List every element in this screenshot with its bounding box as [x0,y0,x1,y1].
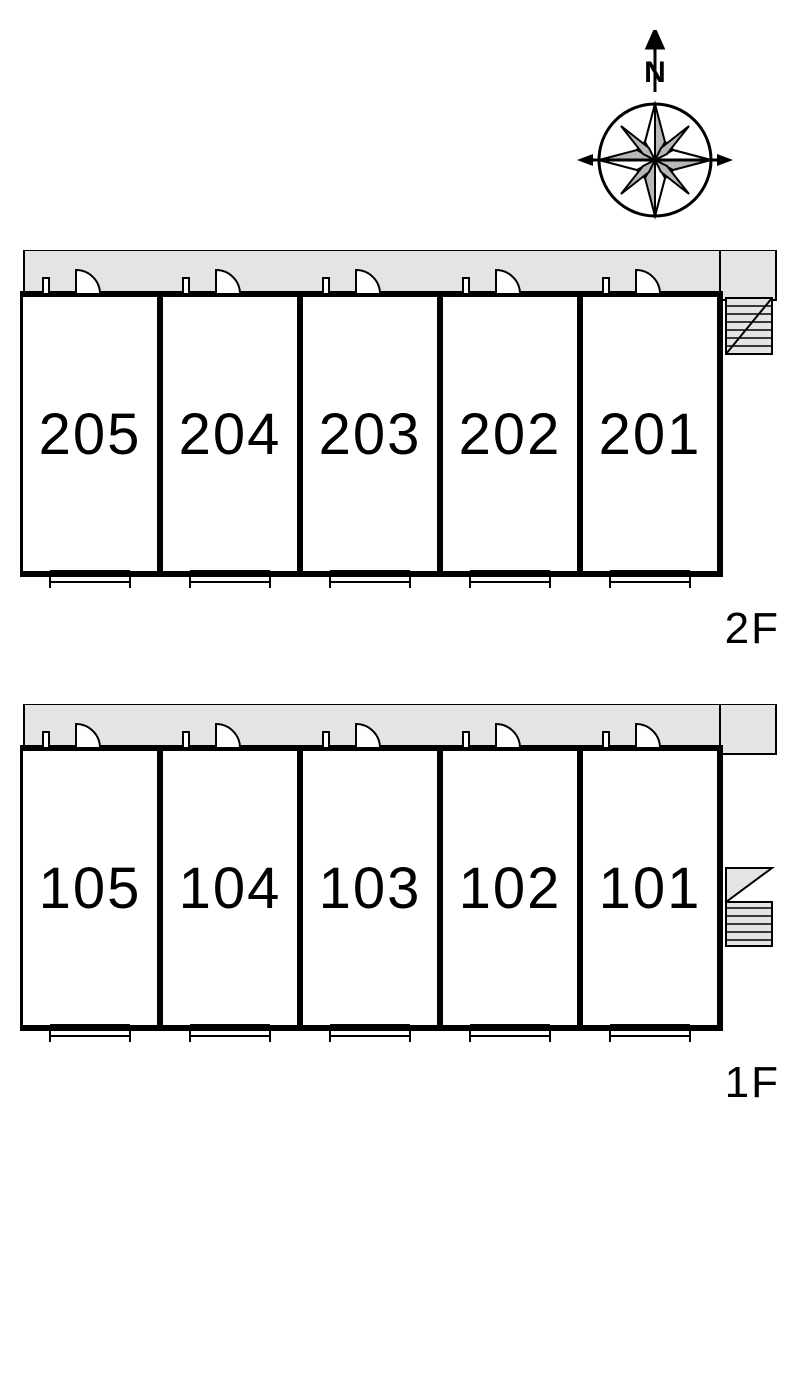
unit-number: 203 [319,402,422,467]
staircase-icon [726,298,772,354]
staircase-icon [726,868,772,946]
unit: 205 [20,270,160,588]
unit: 103 [300,724,440,1042]
unit: 105 [20,724,160,1042]
unit-number: 101 [599,856,702,921]
compass-label: N [644,56,666,89]
unit: 104 [160,724,300,1042]
unit-number: 202 [459,402,562,467]
unit-number: 201 [599,402,702,467]
floor-label: 1F [725,1058,780,1108]
floor-block: 1051041031021011F [20,704,780,1048]
floors-container: 205 204 203 202 201 2F 105 104 103 102 101 1F [20,250,780,1158]
page: N [20,30,780,1158]
floor-block: 2052042032022012F [20,250,780,594]
unit-number: 205 [39,402,142,467]
compass-area: N [20,30,780,250]
unit-number: 104 [179,856,282,921]
floor-plan: 105 104 103 102 101 [20,704,780,1048]
unit: 201 [580,270,720,588]
unit-number: 103 [319,856,422,921]
floor-plan: 205 204 203 202 201 [20,250,780,594]
unit-number: 102 [459,856,562,921]
unit: 101 [580,724,720,1042]
floor-spacer [20,614,780,704]
unit-number: 105 [39,856,142,921]
compass-icon: N [570,30,740,250]
unit: 204 [160,270,300,588]
unit: 202 [440,270,580,588]
unit-number: 204 [179,402,282,467]
unit: 203 [300,270,440,588]
floor-spacer [20,1068,780,1158]
floor-label: 2F [725,604,780,654]
unit: 102 [440,724,580,1042]
